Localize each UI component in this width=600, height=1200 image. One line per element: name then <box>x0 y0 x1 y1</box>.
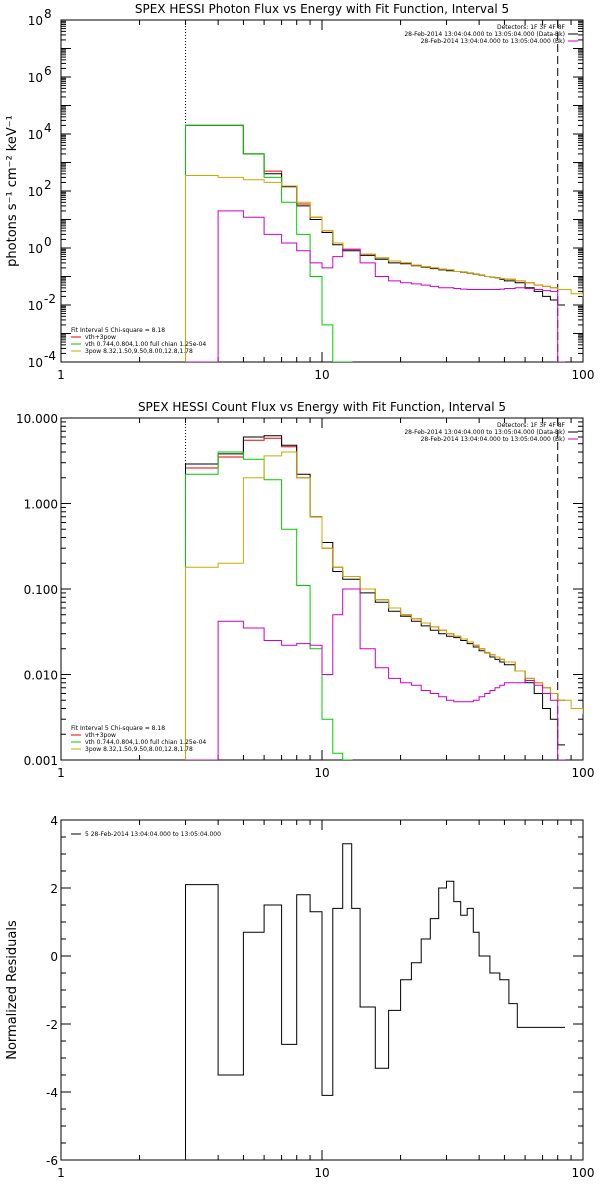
y-tick-label: 10.000 <box>16 412 58 426</box>
y-tick-label: -6 <box>46 1154 58 1168</box>
series-line <box>185 124 565 362</box>
y-tick-label: 10 <box>28 299 43 313</box>
y-tick-label: 0.001 <box>24 754 58 768</box>
x-tick-label: 10 <box>314 766 329 780</box>
y-tick-label: 10 <box>28 242 43 256</box>
series-line <box>185 451 353 760</box>
y-tick-label: -4 <box>46 1086 58 1100</box>
y-tick-label: 10 <box>28 185 43 199</box>
chart-title: SPEX HESSI Count Flux vs Energy with Fit… <box>138 400 506 414</box>
chart-title: SPEX HESSI Photon Flux vs Energy with Fi… <box>135 2 509 16</box>
y-tick-exponent: -4 <box>44 349 56 363</box>
x-tick-label: 1 <box>57 1166 65 1180</box>
series-line <box>185 451 583 760</box>
y-tick-exponent: 4 <box>44 121 52 135</box>
y-tick-label: 4 <box>50 814 58 828</box>
y-tick-exponent: 8 <box>44 7 52 21</box>
series-line <box>185 175 583 362</box>
series-line <box>185 124 565 362</box>
legend-entry: 28-Feb-2014 13:04:04.000 to 13:05:04.000… <box>404 31 565 38</box>
y-tick-label: 0.010 <box>24 669 58 683</box>
y-tick-label: 0 <box>50 950 58 964</box>
x-tick-label: 10 <box>314 368 329 382</box>
y-axis-label: Normalized Residuals <box>5 920 20 1060</box>
legend-entry: 5 28-Feb-2014 13:04:04.000 to 13:05:04.0… <box>85 831 221 838</box>
y-tick-label: 10 <box>28 14 43 28</box>
legend-entry: Detectors: 1F 3F 4F 8F <box>497 24 566 31</box>
legend-entry: 3pow 8.32,1.50,9.50,8.00,12.8,1.78 <box>85 746 193 753</box>
series-line <box>185 588 565 760</box>
count-flux-panel: SPEX HESSI Count Flux vs Energy with Fit… <box>16 400 595 780</box>
y-tick-label: 10 <box>28 128 43 142</box>
x-tick-label: 1 <box>57 368 65 382</box>
y-tick-exponent: 0 <box>44 235 52 249</box>
series-line <box>185 210 565 362</box>
legend-entry: 28-Feb-2014 13:04:04.000 to 13:05:04.000… <box>421 436 565 443</box>
legend-entry: 28-Feb-2014 13:04:04.000 to 13:05:04.000… <box>421 38 565 45</box>
x-tick-label: 100 <box>572 368 595 382</box>
legend-entry: 3pow 8.32,1.50,9.50,8.00,12.8,1.78 <box>85 348 193 355</box>
legend-entry: Fit Interval 5 Chi-square = 8.18 <box>71 725 165 732</box>
legend-entry: vth 0.744,0.804,1.00 full chian 1.25e-04 <box>85 341 206 348</box>
y-tick-label: -2 <box>46 1018 58 1032</box>
y-tick-label: 0.100 <box>24 583 58 597</box>
y-tick-exponent: 2 <box>44 178 52 192</box>
legend-entry: 28-Feb-2014 13:04:04.000 to 13:05:04.000… <box>404 429 565 436</box>
y-tick-label: 10 <box>28 71 43 85</box>
series-line <box>185 124 353 362</box>
y-tick-label: 10 <box>28 356 43 370</box>
residuals-panel: 1 10 100 -6 -4 -2 0 2 4 Normalized Residuals 5 28-… <box>5 814 594 1180</box>
legend-entry: Detectors: 1F 3F 4F 8F <box>497 422 566 429</box>
legend-entry: Fit Interval 5 Chi-square = 8.18 <box>71 327 165 334</box>
legend-entry: vth+3pow <box>85 732 116 739</box>
legend-entry: vth 0.744,0.804,1.00 full chian 1.25e-04 <box>85 739 206 746</box>
x-tick-label: 100 <box>572 1166 595 1180</box>
x-tick-label: 1 <box>57 766 65 780</box>
legend-entry: vth+3pow <box>85 334 116 341</box>
y-axis-label: photons s⁻¹ cm⁻² keV⁻¹ <box>5 115 20 267</box>
photon-flux-panel: SPEX HESSI Photon Flux vs Energy with Fi… <box>5 2 595 382</box>
y-tick-exponent: 6 <box>44 64 52 78</box>
y-tick-exponent: -2 <box>44 292 56 306</box>
y-tick-label: 2 <box>50 882 58 896</box>
x-tick-label: 10 <box>314 1166 329 1180</box>
y-tick-label: 1.000 <box>24 498 58 512</box>
x-tick-label: 100 <box>572 766 595 780</box>
series-line <box>185 843 565 1160</box>
